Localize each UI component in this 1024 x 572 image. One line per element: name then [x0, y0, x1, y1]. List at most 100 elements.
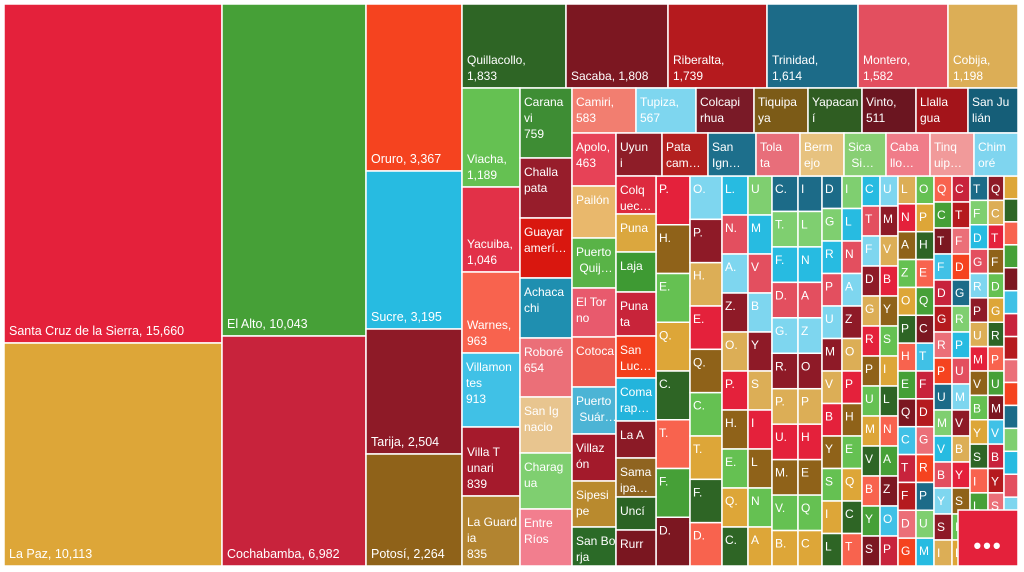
treemap-cell-small-label: V: [865, 452, 873, 466]
treemap-cell-small-label: C: [919, 321, 928, 335]
treemap-cell-small-label: Z: [845, 312, 852, 326]
treemap-cell: [615, 420, 657, 459]
treemap-cell-small-label: P.: [659, 182, 669, 196]
treemap-cell-small-label: E.: [693, 312, 704, 326]
treemap-cell-small-label: Z.: [725, 299, 736, 313]
treemap-cell-label: Camiri, 583: [576, 95, 614, 125]
treemap-cell-small-label: P: [845, 377, 853, 391]
treemap-cell-label: Roboré 654: [524, 345, 564, 375]
treemap-cell-label: San Ju lián: [972, 95, 1009, 125]
treemap-cell-small: [1003, 427, 1019, 453]
treemap-cell-small-label: U: [751, 182, 760, 196]
treemap-cell-small-label: P: [955, 338, 963, 352]
treemap-cell-small: [721, 526, 749, 567]
treemap-cell-small-label: P: [919, 210, 927, 224]
treemap-cell-label: Entre Ríos: [524, 516, 556, 546]
treemap-cell-small-label: Q.: [659, 328, 672, 342]
treemap-cell-small-label: M: [883, 212, 893, 226]
treemap-cell-small-label: R: [825, 247, 834, 261]
treemap-cell-small-label: D.: [693, 529, 705, 543]
treemap-cell-small-label: M: [955, 390, 965, 404]
treemap-cell: [807, 87, 863, 134]
treemap-cell: [565, 3, 669, 89]
treemap-cell-small-label: C: [991, 206, 1000, 220]
treemap-cell-label: Puerto Suár…: [576, 394, 617, 424]
treemap-cell-small-label: P: [919, 488, 927, 502]
treemap-cell-small-label: I: [973, 475, 976, 489]
treemap-cell-small-label: O: [801, 359, 810, 373]
treemap-cell: [615, 175, 657, 215]
treemap-cell: [973, 132, 1019, 177]
treemap-cell-small: [797, 387, 823, 425]
treemap-cell-small-label: I: [937, 546, 940, 560]
treemap-cell-small-label: L.: [725, 182, 735, 196]
treemap-cell-small-label: O: [901, 293, 910, 307]
treemap-cell-small-label: E: [845, 442, 853, 456]
treemap-cell-small-label: T: [973, 182, 981, 196]
treemap-cell-small-label: A: [901, 238, 909, 252]
treemap-cell-small-label: T.: [775, 217, 784, 231]
treemap-cell-small-label: P.: [693, 225, 703, 239]
treemap-cell-small-label: N: [801, 253, 810, 267]
treemap-cell-small-label: F: [901, 488, 908, 502]
treemap-cell-label: Llalla gua: [920, 95, 948, 125]
treemap-cell-small-label: P: [991, 353, 999, 367]
treemap-cell-small-label: S: [865, 542, 873, 556]
treemap-cell-small: [771, 458, 799, 496]
treemap-cell: [461, 186, 521, 273]
treemap-cell-small-label: A: [751, 533, 759, 547]
treemap-cell-small-label: E: [801, 466, 809, 480]
treemap-cell-small-label: D: [937, 286, 946, 300]
treemap-cell-label: Caba llo…: [890, 140, 919, 170]
treemap-cell-label: Pata cam…: [666, 140, 701, 170]
treemap-cell-small-label: S: [991, 499, 999, 513]
treemap-cell-small-label: I: [955, 520, 958, 534]
treemap-cell: [967, 87, 1019, 134]
treemap-cell-label: Rurr: [620, 537, 643, 551]
treemap-cell-small-label: R: [955, 312, 964, 326]
treemap-cell-small-label: T: [901, 461, 909, 475]
treemap-cell-small-label: S: [883, 332, 891, 346]
treemap-cell-small-label: V: [825, 377, 833, 391]
treemap-cell-small-label: M: [865, 422, 875, 436]
treemap-cell-small-label: V.: [775, 501, 785, 515]
treemap-cell-small-label: D: [919, 405, 928, 419]
treemap-cell-label: San Ig nacio: [524, 404, 559, 434]
treemap-cell: [885, 132, 931, 177]
treemap-cell: [3, 342, 223, 567]
treemap-cell-label: La Guard ia 835: [467, 515, 517, 561]
treemap-cell: [461, 3, 567, 89]
treemap-cell-small-label: U: [883, 182, 892, 196]
treemap-cell: [799, 132, 845, 177]
treemap-cell-small-label: F: [865, 242, 872, 256]
treemap-cell-small-label: H.: [725, 416, 737, 430]
treemap-cell-small-label: B: [973, 401, 981, 415]
treemap-cell-small-label: U: [991, 377, 1000, 391]
treemap-cell-label: Puna ta: [620, 299, 648, 329]
treemap-cell-small: [1003, 221, 1019, 246]
treemap-cell-label: Charag ua: [524, 460, 563, 490]
treemap-cell-small-label: U: [973, 328, 982, 342]
treemap-cell-small: [1003, 450, 1019, 475]
treemap-cell-small-label: Y: [955, 468, 963, 482]
treemap-cell-small-label: D: [825, 182, 834, 196]
treemap-cell-small-label: P: [825, 280, 833, 294]
treemap-cell-label: Tiquipa ya: [758, 95, 797, 125]
treemap-cell-small-label: H: [901, 349, 910, 363]
treemap-cell-small-label: M: [991, 401, 1001, 415]
treemap-cell-small-label: Y: [991, 475, 999, 489]
treemap-cell-small-label: H.: [659, 231, 671, 245]
treemap-cell-small: [797, 529, 823, 567]
treemap-cell-small: [721, 214, 749, 255]
treemap-cell-small-label: A: [845, 280, 853, 294]
treemap-cell-small-label: C: [937, 208, 946, 222]
treemap-cell: [571, 526, 617, 567]
treemap-cell-small: [721, 253, 749, 294]
treemap-cell-small-label: C.: [693, 399, 705, 413]
treemap-cell: [615, 291, 657, 337]
treemap-cell-label: Uyun i: [620, 140, 648, 170]
treemap-cell-label: Cotoca: [576, 344, 614, 358]
treemap-cell-small-label: S: [937, 520, 945, 534]
treemap-cell: [365, 453, 463, 567]
treemap-cell-small: [689, 478, 723, 524]
